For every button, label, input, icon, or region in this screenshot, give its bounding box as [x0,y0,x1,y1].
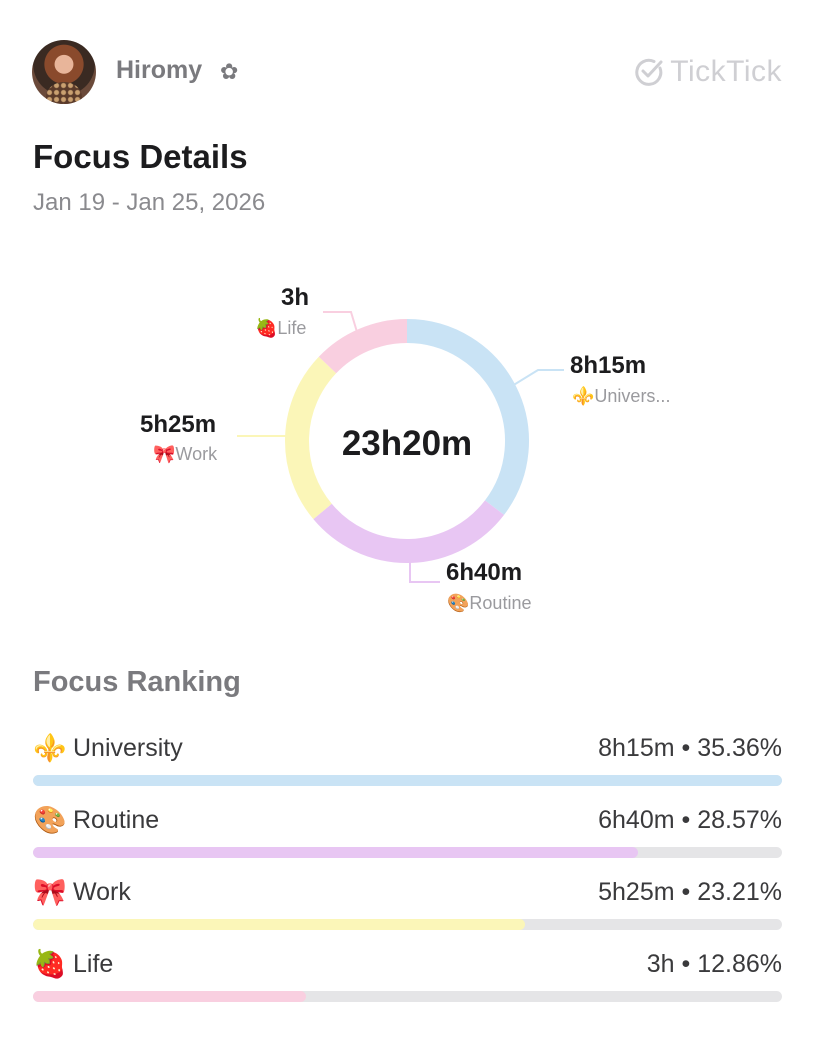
avatar[interactable] [32,40,96,104]
ranking-name: University [73,734,183,762]
ranking-bar-fill [33,991,306,1002]
ranking-bar-track [33,991,782,1002]
fleur-de-lis-icon: ⚜️ [33,733,67,763]
ranking-stat: 5h25m • 23.21% [598,878,782,906]
slice-label-life: 🍓Life [255,318,307,338]
ranking-bar-track [33,847,782,858]
ranking-row[interactable]: 🍓 Life 3h • 12.86% [33,947,782,1019]
ranking-row[interactable]: 🎨 Routine 6h40m • 28.57% [33,803,782,875]
ranking-stat: 6h40m • 28.57% [598,806,782,834]
ranking-bar-fill [33,847,639,858]
donut-slice-routine[interactable] [313,500,505,563]
donut-slice-life[interactable] [318,319,408,374]
ranking-name: Routine [73,806,160,834]
ranking-bar-track [33,919,782,930]
ranking-row[interactable]: ⚜️ University 8h15m • 35.36% [33,731,782,803]
check-circle-icon [635,58,663,86]
ranking-name: Life [73,950,114,978]
ribbon-icon: 🎀 [153,444,176,464]
brand-logo: TickTick [634,54,782,90]
palette-icon: 🎨 [447,593,470,613]
strawberry-icon: 🍓 [33,949,67,979]
slice-value-routine: 6h40m [446,559,523,586]
ribbon-icon: 🎀 [33,877,67,907]
slice-label-routine: 🎨Routine [447,593,532,613]
leader-line-university [511,369,564,387]
leader-line-life [323,311,358,333]
section-title-focus-ranking: Focus Ranking [33,666,241,698]
leader-line-routine [409,560,440,583]
ranking-bar-track [33,775,782,786]
date-range: Jan 19 - Jan 25, 2026 [33,189,266,216]
slice-value-life: 3h [281,284,310,311]
page-title: Focus Details [33,138,248,175]
brand-name: TickTick [670,55,782,88]
strawberry-icon: 🍓 [255,318,278,338]
donut-slice-work[interactable] [285,356,337,520]
header: Hiromy ✿ TickTick [32,40,782,104]
ranking-bar-fill [33,775,782,786]
slice-label-university: ⚜️Univers... [572,386,671,406]
focus-donut-chart [237,311,564,583]
ranking-stat: 8h15m • 35.36% [598,734,782,762]
ranking-stat: 3h • 12.86% [646,950,782,978]
ranking-name: Work [73,878,131,906]
fleur-de-lis-icon: ⚜️ [572,386,595,406]
slice-value-university: 8h15m [570,352,647,379]
ranking-row[interactable]: 🎀 Work 5h25m • 23.21% [33,875,782,947]
flower-icon: ✿ [220,59,239,84]
ranking-bar-fill [33,919,526,930]
slice-value-work: 5h25m [140,411,217,438]
donut-slice-university[interactable] [406,319,529,515]
username: Hiromy [116,56,203,84]
palette-icon: 🎨 [33,805,67,835]
slice-label-work: 🎀Work [153,444,218,464]
total-focus-time: 23h20m [341,424,473,463]
